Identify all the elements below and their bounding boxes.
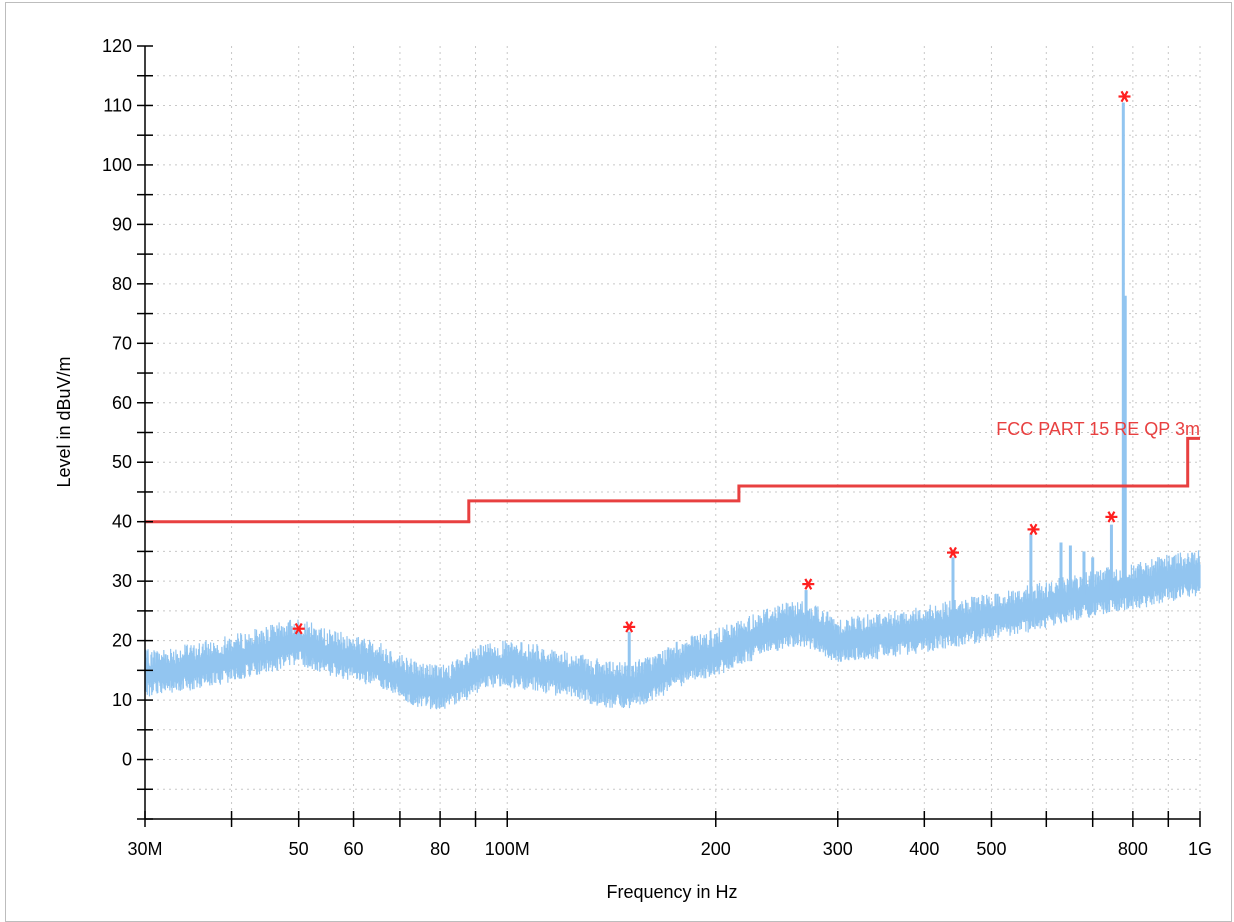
y-axis-title: Level in dBuV/m	[54, 356, 74, 487]
x-tick-label: 50	[289, 839, 309, 859]
x-tick-label: 300	[823, 839, 853, 859]
x-tick-label: 500	[976, 839, 1006, 859]
y-tick-label: 90	[112, 214, 132, 234]
x-tick-label: 30M	[127, 839, 162, 859]
y-tick-label: 60	[112, 393, 132, 413]
peak-marker	[802, 578, 815, 590]
limit-line-path	[145, 436, 1200, 524]
y-tick-label: 50	[112, 452, 132, 472]
peak-marker-stroke	[949, 546, 957, 559]
x-tick-label: 80	[430, 839, 450, 859]
x-tick-label: 100M	[485, 839, 530, 859]
x-tick-label: 1G	[1188, 839, 1212, 859]
limit-line	[145, 436, 1200, 524]
y-tick-label: 100	[102, 155, 132, 175]
peak-marker-stroke	[1107, 511, 1116, 523]
peak-marker-stroke	[625, 621, 634, 633]
x-tick-label: 200	[701, 839, 731, 859]
y-tick-label: 20	[112, 631, 132, 651]
peak-marker	[947, 546, 959, 559]
x-tick-label: 60	[344, 839, 364, 859]
y-tick-label: 30	[112, 571, 132, 591]
x-axis-title: Frequency in Hz	[606, 882, 737, 902]
spectrum-band	[144, 550, 1201, 710]
y-tick-label: 40	[112, 512, 132, 532]
peak-marker-stroke	[1029, 523, 1038, 536]
peak-marker	[1118, 90, 1131, 103]
chart-svg: 0 10 20 30 40 50 60 70 80 90 100 110 120 30M 50 60 80 100…	[54, 36, 1212, 902]
x-tick-label: 800	[1118, 839, 1148, 859]
y-tick-label: 120	[102, 36, 132, 56]
peak-marker	[292, 622, 305, 635]
y-tick-label: 0	[122, 750, 132, 770]
peak-marker-stroke	[294, 622, 303, 635]
peak-marker-stroke	[1120, 90, 1129, 103]
limit-line-label: FCC PART 15 RE QP 3m	[996, 419, 1200, 439]
peak-marker-stroke	[804, 578, 813, 590]
y-tick-label: 80	[112, 274, 132, 294]
peak-marker	[623, 621, 636, 633]
y-tick-label: 70	[112, 333, 132, 353]
peak-marker	[1105, 511, 1118, 523]
y-tick-label: 110	[103, 95, 132, 115]
x-tick-label: 400	[909, 839, 939, 859]
axes: 0 10 20 30 40 50 60 70 80 90 100 110 120 30M 50 60 80 100…	[102, 36, 1212, 859]
peak-markers	[292, 90, 1131, 635]
spectrum-trace	[144, 102, 1201, 710]
peak-marker	[1027, 523, 1040, 536]
y-tick-label: 10	[112, 690, 132, 710]
